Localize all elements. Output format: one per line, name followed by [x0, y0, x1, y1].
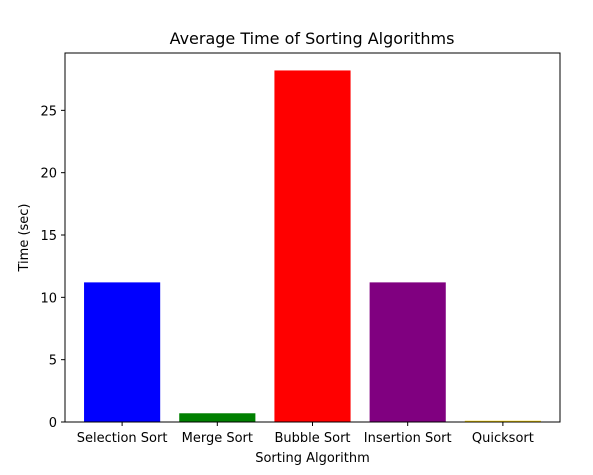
bar-selection-sort: [84, 282, 161, 422]
chart-title: Average Time of Sorting Algorithms: [170, 29, 455, 48]
bars-layer: [84, 70, 541, 423]
x-axis: Selection Sort Merge Sort Bubble Sort Inser…: [77, 422, 534, 446]
x-tick-label: Insertion Sort: [364, 431, 452, 446]
y-tick-label: 25: [40, 104, 57, 119]
x-tick-label: Merge Sort: [182, 431, 253, 446]
y-tick-label: 10: [40, 291, 57, 306]
x-tick-label: Selection Sort: [77, 431, 168, 446]
y-axis-label: Time (sec): [17, 203, 32, 272]
y-axis: 0 5 10 15 20 25: [40, 104, 65, 431]
bar-merge-sort: [179, 413, 256, 422]
y-tick-label: 20: [40, 167, 57, 182]
y-tick-label: 15: [40, 229, 57, 244]
x-tick-label: Quicksort: [472, 431, 534, 446]
y-tick-label: 5: [49, 354, 57, 369]
plot-frame: [64, 52, 561, 423]
x-axis-label: Sorting Algorithm: [255, 451, 370, 466]
bar-quicksort: [464, 420, 541, 422]
bar-bubble-sort: [274, 70, 351, 423]
bar-insertion-sort: [369, 282, 446, 422]
y-tick-label: 0: [49, 416, 57, 431]
x-tick-label: Bubble Sort: [274, 431, 350, 446]
